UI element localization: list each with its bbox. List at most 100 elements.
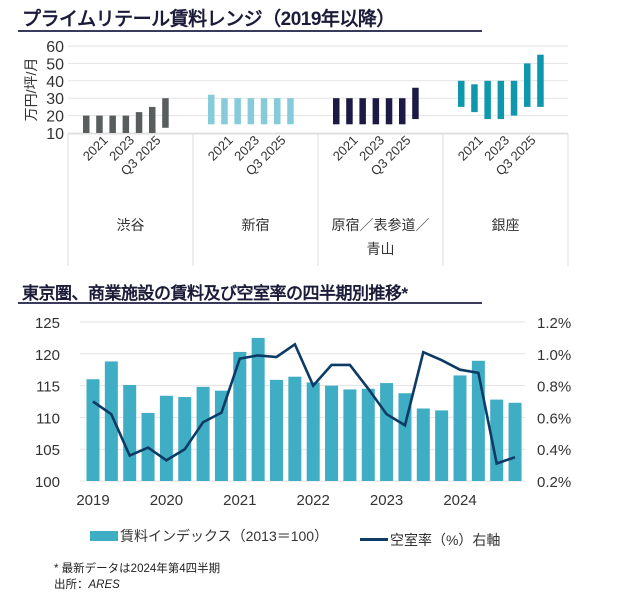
y-tick-label: 50: [46, 56, 64, 73]
rent-index-bar: [453, 375, 467, 481]
chart1-title-rule: [18, 30, 482, 32]
range-bar: [359, 98, 366, 125]
legend-item-vacancy: 空室率（%）右軸: [359, 530, 501, 550]
legend-label-vacancy: 空室率（%）右軸: [389, 531, 501, 548]
range-bar: [109, 115, 116, 133]
range-bar: [162, 98, 169, 128]
vacancy-rate-line: [92, 342, 516, 466]
rent-index-bar: [178, 397, 192, 481]
x-tick-label: 2022: [297, 492, 330, 509]
rent-index-bar: [435, 410, 449, 481]
legend-label-rent-index: 賃料インデックス（2013＝100）: [120, 528, 329, 544]
x-tick-label: 2021: [223, 492, 256, 509]
chart1-title: プライムリテール賃料レンジ（2019年以降）: [22, 9, 395, 30]
range-bar: [537, 54, 544, 107]
chart2-legend: 賃料インデックス（2013＝100） 空室率（%）右軸: [90, 526, 528, 550]
x-tick-label: 2021: [330, 133, 361, 164]
rent-index-bar: [343, 389, 357, 481]
range-bar: [247, 98, 255, 125]
range-bar: [346, 98, 353, 125]
y-tick-label: 30: [46, 91, 64, 108]
right-y-tick-label: 1.2%: [537, 315, 571, 332]
right-y-tick-label: 1.0%: [537, 347, 571, 364]
y-tick-label: 60: [46, 39, 64, 56]
rent-index-bar: [159, 395, 173, 481]
range-bar: [83, 115, 90, 133]
right-y-tick-label: 0.2%: [537, 474, 571, 491]
group-label: 原宿／表参道／: [332, 217, 430, 233]
group-label: 銀座: [492, 217, 520, 233]
range-bar: [149, 106, 156, 133]
range-bar: [274, 98, 281, 125]
rent-vacancy-quarterly-chart: 100 105 110 115 120 125 0.2% 0.4% 0.6% 0.8% 1.0% 1.…: [35, 315, 571, 509]
x-tick-label: 2019: [76, 492, 109, 509]
range-bar: [208, 94, 215, 125]
legend-item-rent-index: 賃料インデックス（2013＝100）: [90, 526, 328, 546]
range-bar: [260, 98, 268, 125]
left-y-tick-label: 125: [35, 315, 60, 332]
x-tick-label: 2024: [443, 492, 476, 509]
range-bar: [524, 63, 531, 107]
left-y-tick-label: 100: [35, 474, 60, 491]
rent-index-bar: [380, 383, 394, 481]
x-tick-label: 2023: [370, 492, 403, 509]
range-bar: [333, 98, 340, 125]
rent-index-bar: [214, 390, 228, 481]
right-y-tick-label: 0.4%: [537, 442, 571, 459]
rent-index-bar: [86, 379, 100, 481]
x-tick-label: 2021: [455, 133, 486, 164]
range-bar: [221, 98, 228, 125]
rent-index-bar: [196, 386, 210, 481]
range-bar: [96, 115, 103, 133]
range-bar: [122, 115, 130, 133]
range-bar: [135, 112, 143, 133]
range-bar: [399, 98, 406, 125]
y-tick-label: 10: [46, 126, 64, 143]
right-y-tick-label: 0.8%: [537, 379, 571, 396]
footnote-latest-data: * 最新データは2024年第4四半期: [54, 563, 221, 575]
x-tick-label: 2021: [80, 133, 111, 164]
range-bar: [412, 87, 419, 120]
range-bar: [385, 98, 393, 125]
left-y-tick-label: 110: [36, 410, 60, 427]
range-bar: [471, 84, 478, 113]
range-bar: [287, 98, 294, 125]
rent-index-bar: [270, 379, 283, 481]
legend-bar-swatch: [90, 531, 118, 541]
rent-index-bar: [306, 382, 320, 481]
y-tick-label: 20: [46, 109, 64, 126]
rent-index-bar: [251, 337, 265, 481]
chart2-title: 東京圏、商業施設の賃料及び空室率の四半期別推移*: [22, 284, 408, 303]
range-bar: [510, 80, 518, 116]
rent-index-bar: [508, 402, 522, 481]
y-tick-label: 40: [46, 74, 64, 91]
left-y-tick-label: 120: [35, 347, 60, 364]
range-bar: [458, 80, 465, 107]
source-label: 出所：: [54, 579, 89, 591]
left-y-tick-label: 105: [35, 442, 60, 459]
y-axis-label: 万円/坪/月: [23, 58, 39, 122]
range-bar: [372, 98, 380, 125]
right-y-tick-label: 0.6%: [537, 410, 571, 427]
group-label: 青山: [367, 241, 395, 257]
rent-index-bar: [361, 388, 375, 481]
left-y-tick-label: 115: [36, 379, 60, 396]
rent-index-bar: [325, 385, 339, 481]
rent-index-bar: [416, 408, 430, 481]
chart2-title-rule: [18, 302, 482, 304]
range-bar: [484, 80, 491, 120]
rent-index-bar: [288, 376, 302, 481]
rent-index-bar: [104, 361, 118, 481]
range-bar: [497, 80, 505, 120]
group-label: 渋谷: [117, 217, 145, 233]
legend-line-swatch: [359, 538, 388, 541]
group-label: 新宿: [242, 217, 270, 233]
x-tick-label: 2020: [150, 492, 183, 509]
footnote-source: 出所：ARES: [54, 576, 120, 592]
rent-index-bar: [123, 384, 137, 481]
source-name: ARES: [88, 579, 120, 591]
range-bar: [234, 98, 241, 125]
rent-index-bar: [490, 399, 504, 481]
x-tick-label: 2021: [205, 133, 236, 164]
